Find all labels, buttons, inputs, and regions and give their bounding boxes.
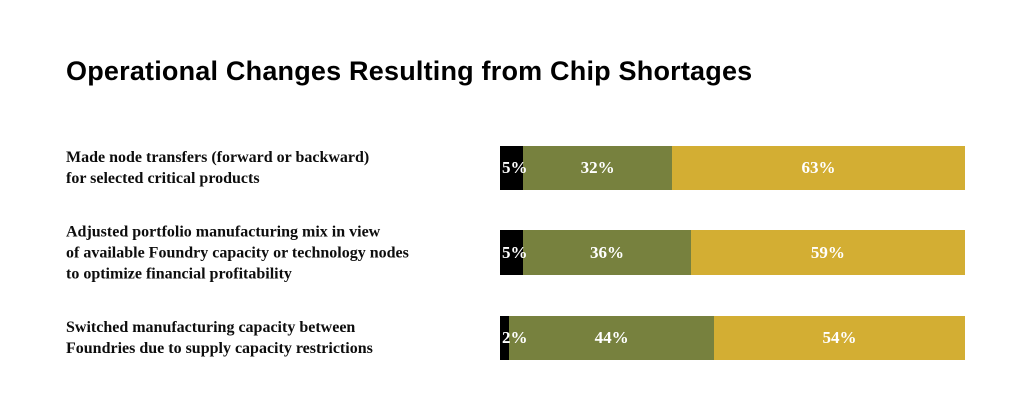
chart-row: Made node transfers (forward or backward… [0,146,1024,190]
segment-value-label: 32% [580,158,615,177]
chart-row: Switched manufacturing capacity between F… [0,316,1024,360]
segment-value-label: 2% [502,328,528,347]
category-label: Made node transfers (forward or backward… [66,147,466,189]
category-label-line: of available Foundry capacity or technol… [66,244,409,261]
bar-segment-olive: 32% [523,146,673,190]
segment-value-label: 59% [810,242,845,262]
segment-value-label: 54% [822,328,857,347]
bar-segment-gold: 54% [713,316,965,360]
category-label: Adjusted portfolio manufacturing mix in … [66,221,466,284]
category-label-line: for selected critical products [66,170,260,187]
bar-segment-gold: 59% [690,230,965,275]
category-label-line: to optimize financial profitability [66,265,292,282]
segment-value-label: 5% [502,242,528,262]
bar-segment-black: 5% [500,230,528,275]
stacked-bar: 5% 32% 63% [500,146,965,190]
segment-value-label: 44% [594,328,629,347]
bar-segment-olive: 44% [509,316,714,360]
category-label: Switched manufacturing capacity between F… [66,317,466,359]
stacked-bar: 2% 44% 54% [500,316,965,360]
bar-segment-gold: 63% [672,146,965,190]
chart-title: Operational Changes Resulting from Chip … [66,56,753,86]
stacked-bar: 5% 36% 59% [500,230,965,275]
category-label-line: Made node transfers (forward or backward… [66,149,370,166]
bar-segment-olive: 36% [523,230,691,275]
bar-segment-black: 2% [500,316,528,360]
category-label-line: Adjusted portfolio manufacturing mix in … [66,223,381,240]
category-label-line: Foundries due to supply capacity restric… [66,340,373,357]
segment-value-label: 5% [502,158,528,177]
chart-row: Adjusted portfolio manufacturing mix in … [0,223,1024,282]
category-label-line: Switched manufacturing capacity between [66,319,356,336]
segment-value-label: 36% [589,242,624,262]
bar-segment-black: 5% [500,146,528,190]
segment-value-label: 63% [801,158,836,177]
